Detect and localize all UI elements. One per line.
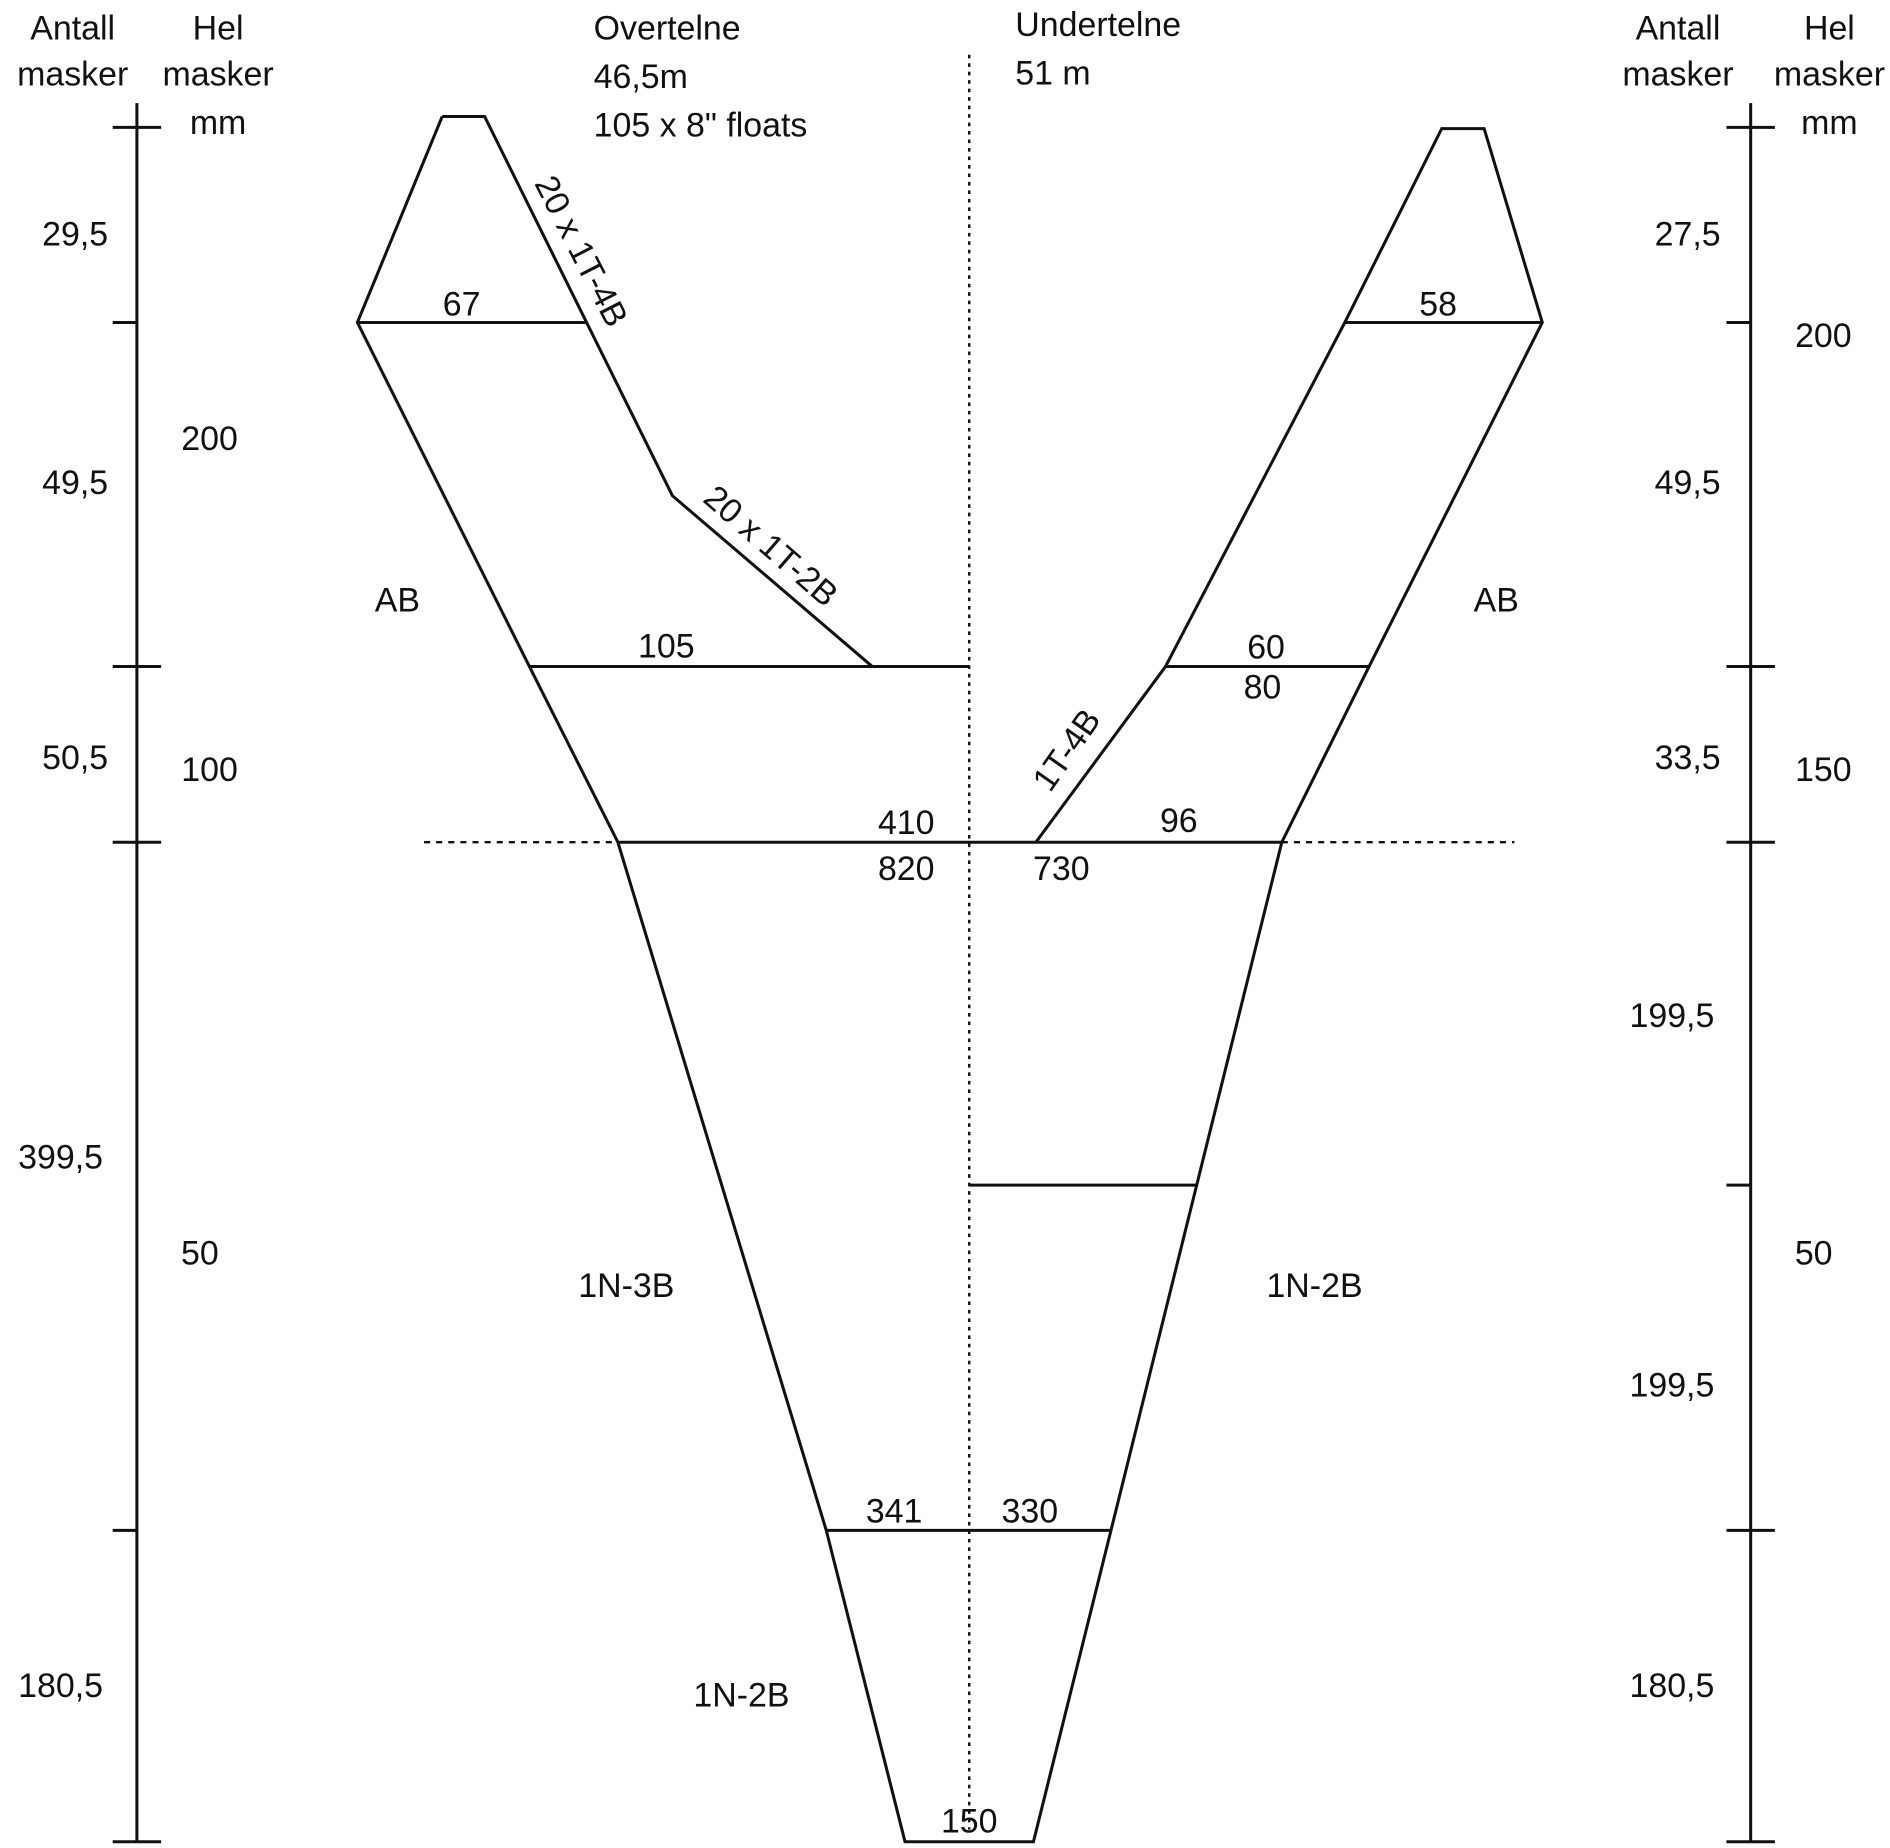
mesh-count: 29,5: [42, 215, 108, 253]
net-label: 820: [878, 850, 935, 888]
net-label: 341: [866, 1492, 923, 1530]
net-label: 80: [1244, 669, 1282, 707]
mesh-size: 50: [181, 1234, 219, 1272]
mesh-size: 100: [181, 751, 238, 789]
mesh-size: 200: [181, 420, 238, 458]
panel-title: Overtelne: [594, 9, 741, 47]
mesh-count: 199,5: [1629, 997, 1714, 1035]
net-label: 1N-3B: [578, 1267, 674, 1305]
header: masker: [17, 55, 128, 93]
net-label: 410: [878, 804, 935, 842]
net-outline: [355, 54, 1544, 1844]
header: Antall: [1636, 9, 1721, 47]
mesh-count: 199,5: [1629, 1366, 1714, 1404]
header: Hel: [193, 9, 244, 47]
net-label: 60: [1247, 629, 1285, 667]
header: mm: [1801, 104, 1857, 142]
mesh-size: 150: [1795, 751, 1852, 789]
right-scale: [1726, 103, 1775, 1844]
header: masker: [1774, 55, 1885, 93]
net-label: 1N-2B: [693, 1677, 789, 1715]
header: Antall: [30, 9, 115, 47]
mesh-count: 180,5: [18, 1667, 103, 1705]
net-label: 67: [443, 286, 481, 324]
net-label: 96: [1160, 802, 1198, 840]
net-label: 1T-4B: [1025, 702, 1108, 798]
net-label: 1N-2B: [1266, 1267, 1362, 1305]
header: mm: [190, 104, 246, 142]
mesh-count: 180,5: [1629, 1667, 1714, 1705]
net-label: 20 x 1T-2B: [696, 478, 845, 614]
header: masker: [1622, 55, 1733, 93]
header: masker: [162, 55, 273, 93]
net-label: 730: [1033, 850, 1090, 888]
panel-floats: 105 x 8" floats: [594, 106, 808, 144]
panel-title: Undertelne: [1015, 6, 1181, 44]
net-label: 330: [1002, 1492, 1059, 1530]
mesh-count: 49,5: [42, 464, 108, 502]
net-label: 150: [941, 1803, 998, 1841]
net-label: AB: [1474, 581, 1519, 619]
header: Hel: [1804, 9, 1855, 47]
mesh-count: 399,5: [18, 1139, 103, 1177]
mesh-count: 27,5: [1655, 215, 1721, 253]
panel-length: 51 m: [1015, 54, 1090, 92]
mesh-size: 200: [1795, 317, 1852, 355]
left-scale: [112, 103, 162, 1844]
panel-length: 46,5m: [594, 58, 688, 96]
net-label: AB: [375, 581, 420, 619]
net-label: 58: [1419, 286, 1457, 324]
mesh-count: 33,5: [1655, 739, 1721, 777]
mesh-size: 50: [1795, 1234, 1833, 1272]
mesh-count: 49,5: [1655, 464, 1721, 502]
net-label: 105: [638, 627, 695, 665]
mesh-count: 50,5: [42, 739, 108, 777]
